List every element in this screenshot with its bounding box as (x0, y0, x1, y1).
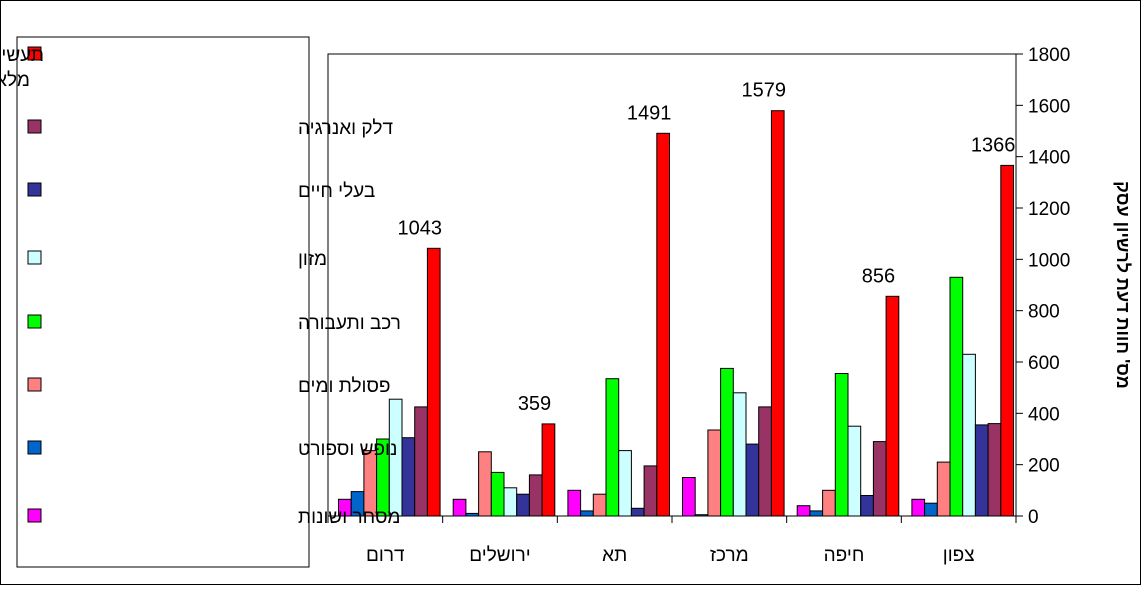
legend-label: פסולת ומים (298, 376, 391, 397)
x-tick-label: תא (602, 545, 627, 566)
bars-group (338, 110, 1014, 517)
bar (924, 502, 938, 517)
bar (987, 423, 1002, 517)
bar (592, 493, 607, 517)
legend-item: בעלי חיים (27, 181, 375, 202)
bar (1000, 164, 1014, 517)
legend-label: נופש וספורט (298, 439, 397, 460)
legend-item: תעשיה, חומרים קוסמטים,מלאכה,כימיה, מחצבי… (0, 45, 44, 91)
bar (414, 406, 428, 517)
data-label: 359 (518, 393, 551, 415)
y-tick-label: 200 (1028, 456, 1060, 477)
bar (643, 465, 658, 517)
data-labels-group: 1366 856 1579 1491 359 1043 (398, 80, 1016, 415)
y-tick-label: 1600 (1028, 96, 1070, 117)
legend-swatch (27, 377, 42, 392)
bar (847, 425, 862, 517)
data-label: 1366 (971, 134, 1016, 156)
bar (720, 367, 734, 517)
bar (605, 378, 620, 517)
bar (452, 498, 467, 517)
legend-swatch (27, 119, 42, 134)
x-tick-label: ירושלים (469, 545, 530, 566)
bar (707, 429, 722, 517)
legend-item: מזון (27, 249, 327, 270)
y-axis: 0 200 400 600 800 1000 1200 1400 1600 1800 (1016, 45, 1070, 528)
bar (503, 487, 518, 517)
bar (974, 424, 989, 517)
bar (885, 295, 900, 517)
legend-swatch (27, 440, 42, 455)
legend-item: מסחר ושונות (27, 507, 400, 528)
bar (528, 474, 543, 517)
y-tick-label: 1000 (1028, 250, 1070, 271)
bar (770, 110, 785, 517)
legend-label: מסחר ושונות (298, 507, 400, 528)
legend-swatch (27, 250, 42, 265)
x-axis: צפון חיפה מרכז תא ירושלים דרום (327, 516, 1017, 566)
y-axis-title: מס' חוות דעת לרשיון עסק (1113, 181, 1133, 389)
bar (656, 132, 670, 517)
data-label: 856 (862, 265, 895, 287)
legend-item: פסולת ומים (27, 376, 391, 397)
y-tick-label: 0 (1028, 507, 1039, 528)
y-tick-label: 600 (1028, 353, 1060, 374)
data-label: 1491 (627, 102, 672, 124)
bar (618, 450, 632, 517)
bar (745, 443, 760, 517)
bar (516, 493, 530, 517)
bar (567, 489, 582, 517)
legend-label: מזון (298, 249, 327, 270)
legend-box (16, 36, 310, 568)
bar (949, 276, 964, 517)
legend-label: רכב ותעבורה (298, 313, 401, 334)
legend-swatch (27, 46, 42, 61)
bar (694, 514, 709, 517)
bar (401, 437, 416, 517)
bar (872, 441, 887, 517)
legend: תעשיה, חומרים קוסמטים,מלאכה,כימיה, מחצבי… (0, 45, 401, 528)
x-tick-label: חיפה (824, 545, 865, 566)
y-tick-label: 400 (1028, 404, 1060, 425)
bar (911, 498, 926, 517)
bar (630, 507, 645, 517)
y-tick-label: 1800 (1028, 45, 1070, 66)
bar (758, 406, 772, 517)
legend-swatch (27, 182, 42, 197)
legend-label: דלק ואנרגיה (298, 118, 393, 139)
y-tick-label: 1200 (1028, 199, 1070, 220)
data-label: 1043 (398, 217, 443, 239)
bar (732, 392, 747, 517)
bar (936, 461, 951, 517)
legend-item: נופש וספורט (27, 439, 397, 460)
data-label: 1579 (742, 80, 787, 102)
bar (834, 373, 849, 517)
legend-swatch (27, 314, 42, 329)
legend-label: בעלי חיים (298, 181, 375, 202)
legend-label: תעשיה, חומרים קוסמטים,מלאכה,כימיה, מחצבי… (0, 45, 44, 91)
plot-area (327, 53, 1017, 517)
bar (822, 489, 836, 517)
y-tick-label: 800 (1028, 302, 1060, 323)
legend-item: רכב ותעבורה (27, 313, 401, 334)
x-tick-label: דרום (366, 545, 405, 566)
bar (860, 495, 874, 517)
bar (962, 353, 976, 517)
bar (796, 505, 811, 517)
x-tick-label: מרכז (710, 545, 749, 566)
bar (580, 510, 594, 517)
legend-swatch (27, 508, 42, 523)
y-tick-label: 1400 (1028, 148, 1070, 169)
bar (490, 471, 505, 517)
bar (465, 512, 480, 517)
x-tick-label: צפון (943, 545, 975, 566)
bar (809, 510, 824, 517)
bar (541, 423, 556, 517)
bar (478, 451, 492, 517)
bar (682, 477, 696, 517)
legend-item: דלק ואנרגיה (27, 118, 393, 139)
bar (426, 247, 441, 517)
